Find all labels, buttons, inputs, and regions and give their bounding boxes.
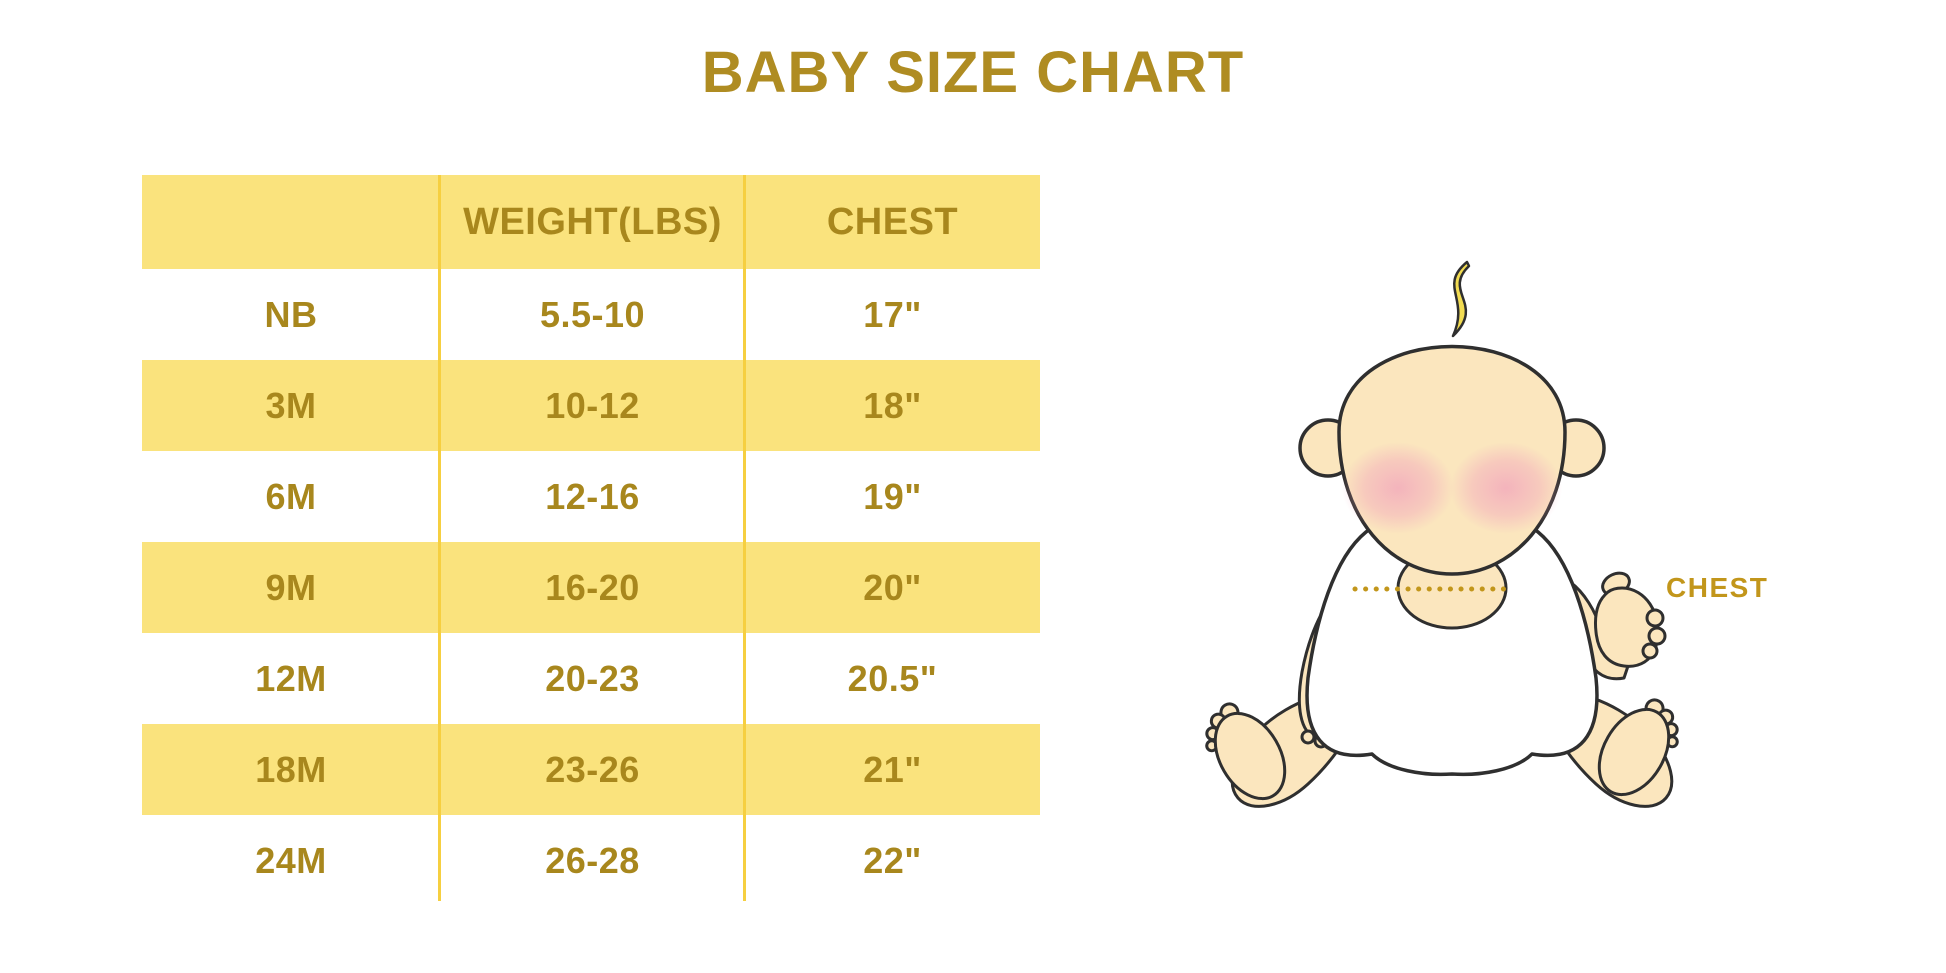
size-cell: 3M: [265, 384, 317, 426]
baby-foot-icon: [1205, 698, 1679, 801]
baby-hair-icon: [1451, 260, 1471, 338]
chest-cell: 22": [863, 839, 922, 881]
weight-cell: 26-28: [545, 839, 640, 881]
size-cell: 18M: [255, 748, 327, 790]
table-row: 18M 23-26 21": [142, 724, 1040, 815]
baby-sitting-icon: [1205, 260, 1679, 808]
chest-cell: 20": [863, 566, 922, 608]
header-weight: WEIGHT(LBS): [463, 200, 722, 243]
size-table: WEIGHT(LBS) CHEST NB 5.5-10 17" 3M 10-12…: [142, 175, 1040, 906]
baby-cheeks-icon: [1342, 442, 1562, 534]
table-header-row: WEIGHT(LBS) CHEST: [142, 175, 1040, 269]
page-title: BABY SIZE CHART: [701, 40, 1245, 105]
weight-cell: 20-23: [545, 657, 640, 699]
weight-cell: 10-12: [545, 384, 640, 426]
baby-fist-icon: [1594, 571, 1667, 668]
baby-onesie-icon: [1305, 512, 1599, 777]
chest-cell: 19": [863, 475, 922, 517]
weight-cell: 23-26: [545, 748, 640, 790]
table-row: NB 5.5-10 17": [142, 269, 1040, 360]
chest-cell: 17": [863, 293, 922, 335]
baby-illustration: [1180, 240, 1740, 820]
size-cell: 12M: [255, 657, 327, 699]
chest-cell: 21": [863, 748, 922, 790]
table-row: 3M 10-12 18": [142, 360, 1040, 451]
size-cell: 24M: [255, 839, 327, 881]
header-chest: CHEST: [826, 200, 959, 243]
column-divider: [438, 175, 441, 901]
size-cell: 6M: [265, 475, 317, 517]
chest-label: CHEST: [1666, 572, 1769, 603]
size-cell: 9M: [265, 566, 317, 608]
table-row: 6M 12-16 19": [142, 451, 1040, 542]
weight-cell: 16-20: [545, 566, 640, 608]
table-row: 9M 16-20 20": [142, 542, 1040, 633]
size-cell: NB: [264, 293, 318, 335]
weight-cell: 12-16: [545, 475, 640, 517]
column-divider: [743, 175, 746, 901]
chest-cell: 20.5": [847, 657, 938, 699]
header-size: [142, 175, 440, 269]
chest-cell: 18": [863, 384, 922, 426]
table-row: 12M 20-23 20.5": [142, 633, 1040, 724]
table-row: 24M 26-28 22": [142, 815, 1040, 906]
weight-cell: 5.5-10: [539, 293, 646, 335]
